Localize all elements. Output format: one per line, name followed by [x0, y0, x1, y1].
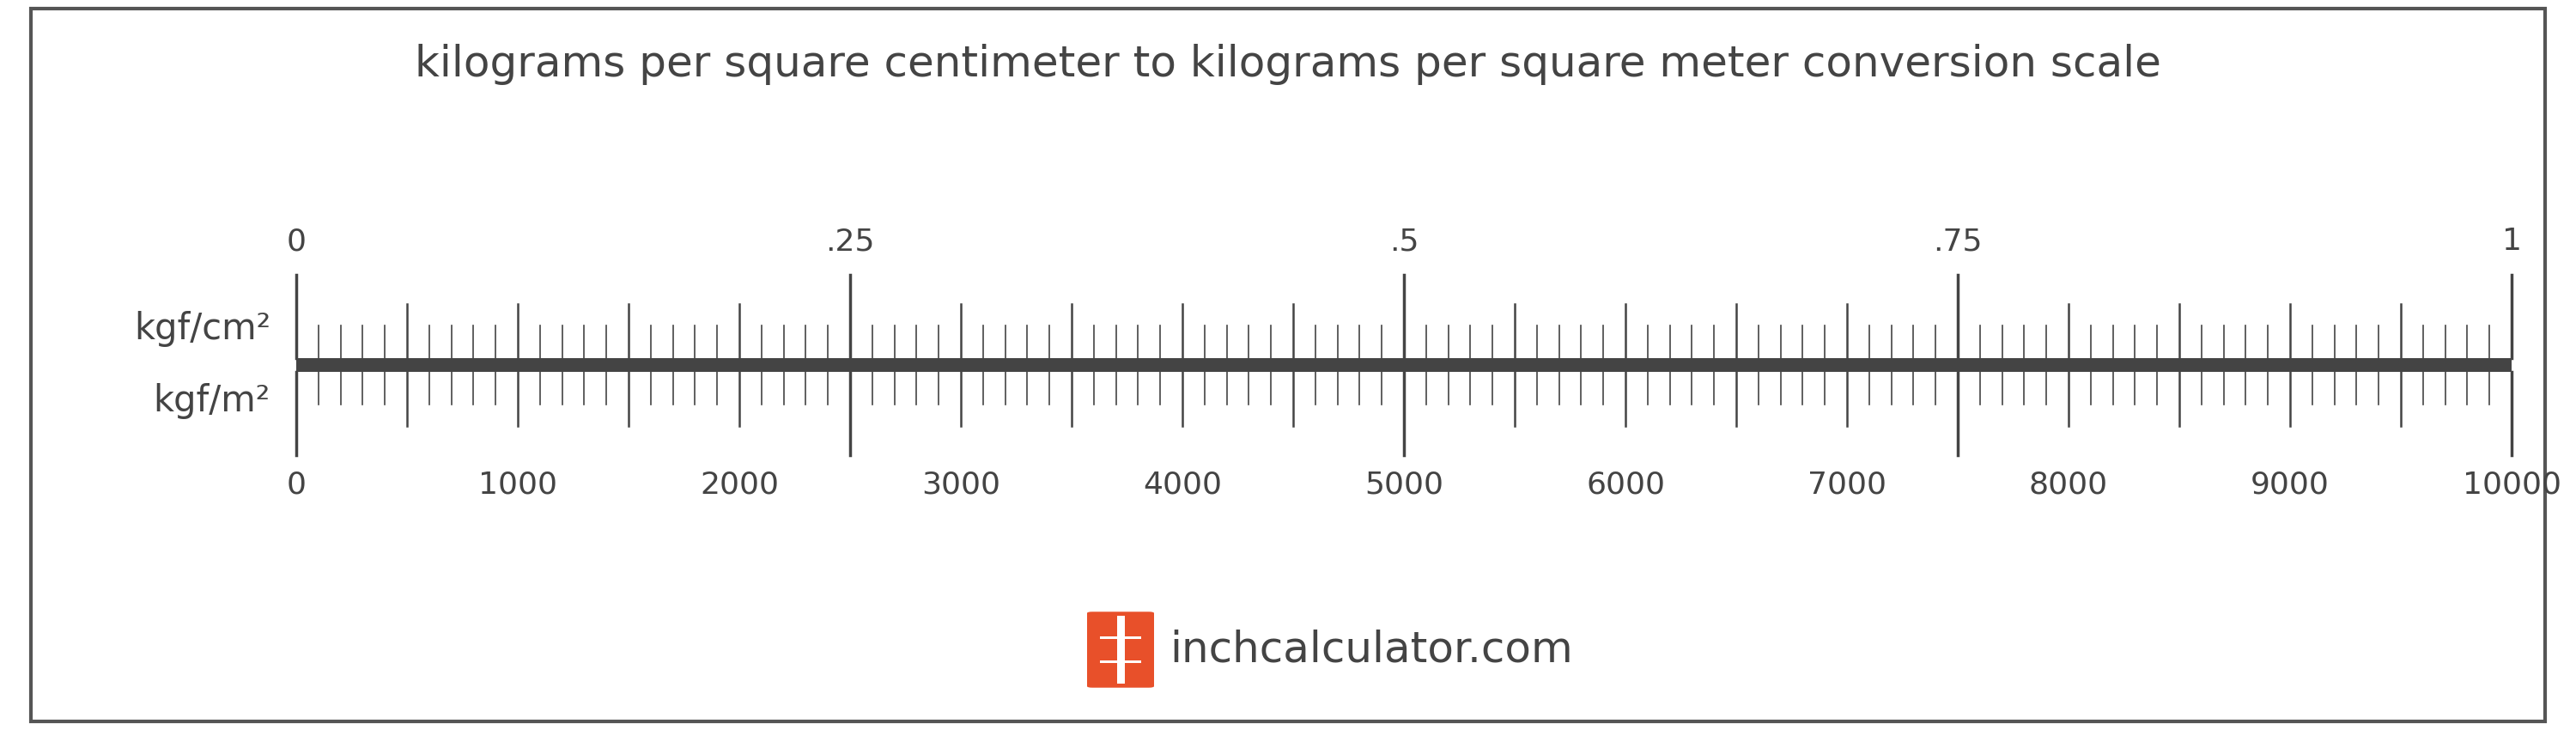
Text: 10000: 10000: [2463, 470, 2561, 499]
Text: 0: 0: [286, 470, 307, 499]
Text: 1: 1: [2501, 227, 2522, 256]
Text: kilograms per square centimeter to kilograms per square meter conversion scale: kilograms per square centimeter to kilog…: [415, 44, 2161, 85]
Text: .75: .75: [1932, 227, 1984, 256]
Text: .5: .5: [1388, 227, 1419, 256]
Text: 8000: 8000: [2030, 470, 2107, 499]
Text: 4000: 4000: [1144, 470, 1221, 499]
Text: .25: .25: [824, 227, 876, 256]
Text: 9000: 9000: [2251, 470, 2329, 499]
Text: 0: 0: [286, 227, 307, 256]
Text: kgf/cm²: kgf/cm²: [134, 311, 270, 347]
Text: 2000: 2000: [701, 470, 778, 499]
Text: 5000: 5000: [1365, 470, 1443, 499]
Text: inchcalculator.com: inchcalculator.com: [1170, 629, 1574, 670]
Text: 1000: 1000: [479, 470, 556, 499]
Text: 3000: 3000: [922, 470, 999, 499]
Text: kgf/m²: kgf/m²: [155, 383, 270, 419]
Text: 7000: 7000: [1808, 470, 1886, 499]
Text: 6000: 6000: [1587, 470, 1664, 499]
